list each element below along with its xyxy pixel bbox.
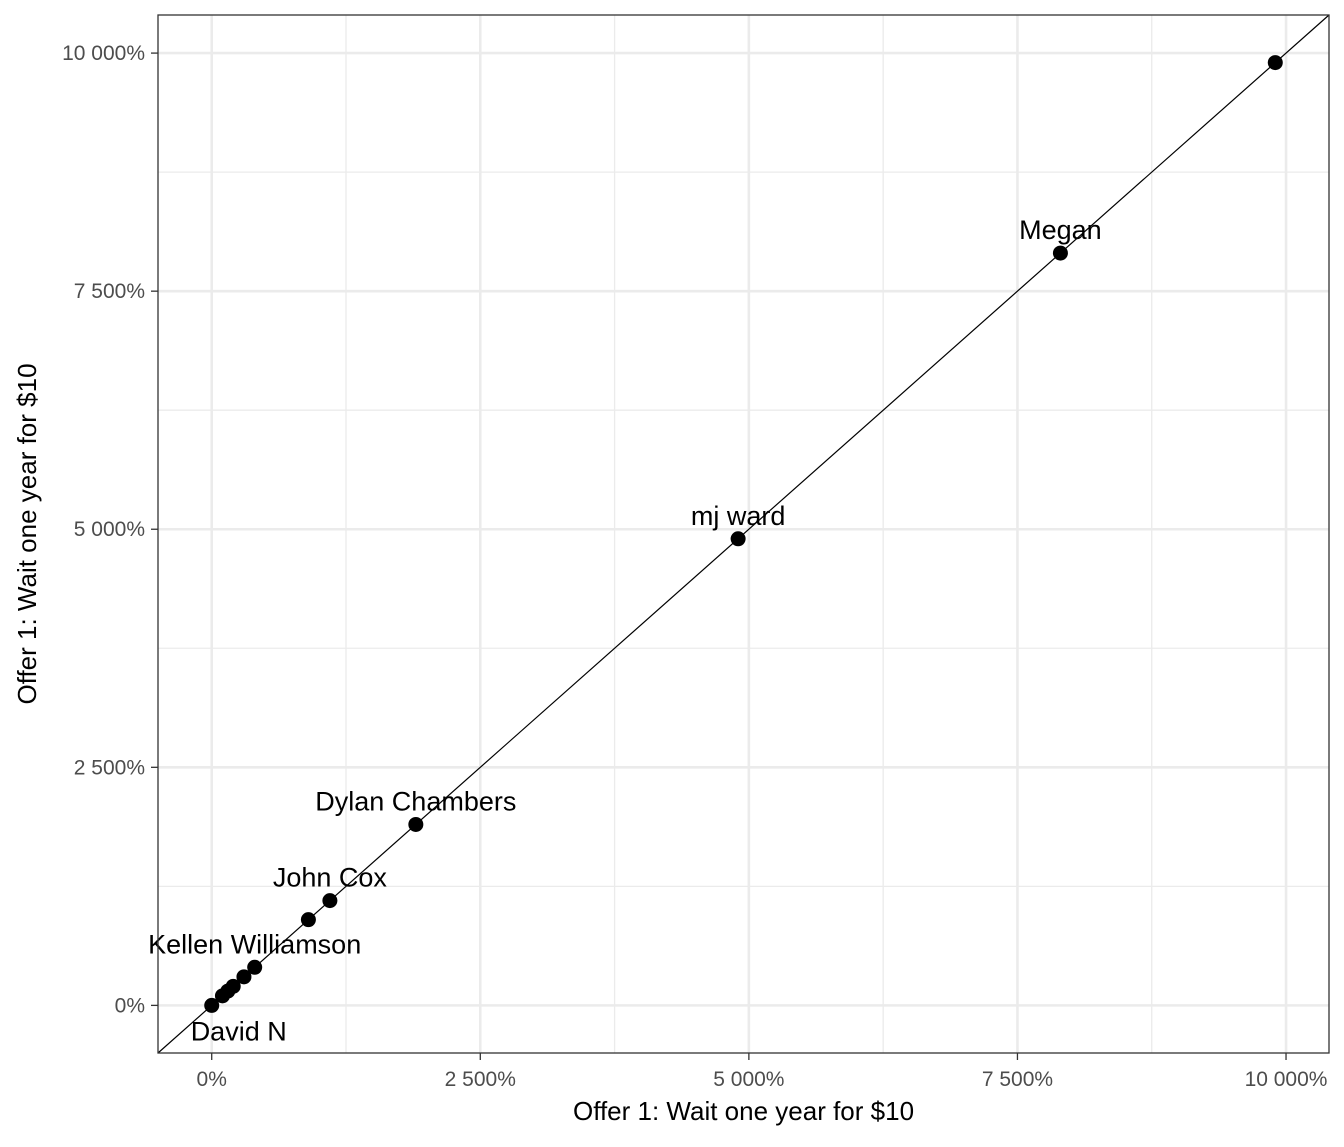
panel-border	[157, 14, 1330, 1054]
x-tick-label: 5 000%	[713, 1068, 784, 1091]
point-label: David N	[191, 1016, 287, 1046]
data-point	[300, 912, 316, 928]
data-point	[1267, 55, 1283, 71]
data-point	[247, 959, 263, 975]
point-label: Kellen Williamson	[148, 929, 361, 959]
data-point	[204, 997, 220, 1013]
grid-layer	[158, 15, 1329, 1053]
point-labels-layer: David N Kellen Williamson John Cox Dylan Ch…	[148, 215, 1102, 1046]
data-point	[322, 893, 338, 909]
points-layer	[204, 55, 1283, 1013]
point-label: John Cox	[273, 863, 388, 893]
data-point	[225, 978, 241, 994]
y-axis-title: Offer 1: Wait one year for $10	[12, 363, 42, 704]
data-point	[730, 531, 746, 547]
axis-layer: 0% 2 500% 5 000% 7 500% 10 000% 0% 2 500% 5 000…	[62, 42, 1327, 1091]
data-point	[236, 969, 252, 985]
y-tick-label: 10 000%	[62, 42, 145, 65]
y-tick-label: 2 500%	[74, 756, 145, 779]
point-label: Dylan Chambers	[315, 786, 516, 816]
x-tick-label: 2 500%	[445, 1068, 516, 1091]
x-tick-label: 7 500%	[982, 1068, 1053, 1091]
y-tick-label: 7 500%	[74, 280, 145, 303]
x-axis-title: Offer 1: Wait one year for $10	[573, 1096, 914, 1126]
x-tick-label: 10 000%	[1245, 1068, 1328, 1091]
data-point	[408, 816, 424, 832]
y-tick-label: 5 000%	[74, 518, 145, 541]
x-tick-label: 0%	[197, 1068, 227, 1091]
point-label: Megan	[1019, 215, 1102, 245]
y-tick-label: 0%	[115, 994, 145, 1017]
point-label: mj ward	[691, 501, 786, 531]
data-point	[1052, 245, 1068, 261]
